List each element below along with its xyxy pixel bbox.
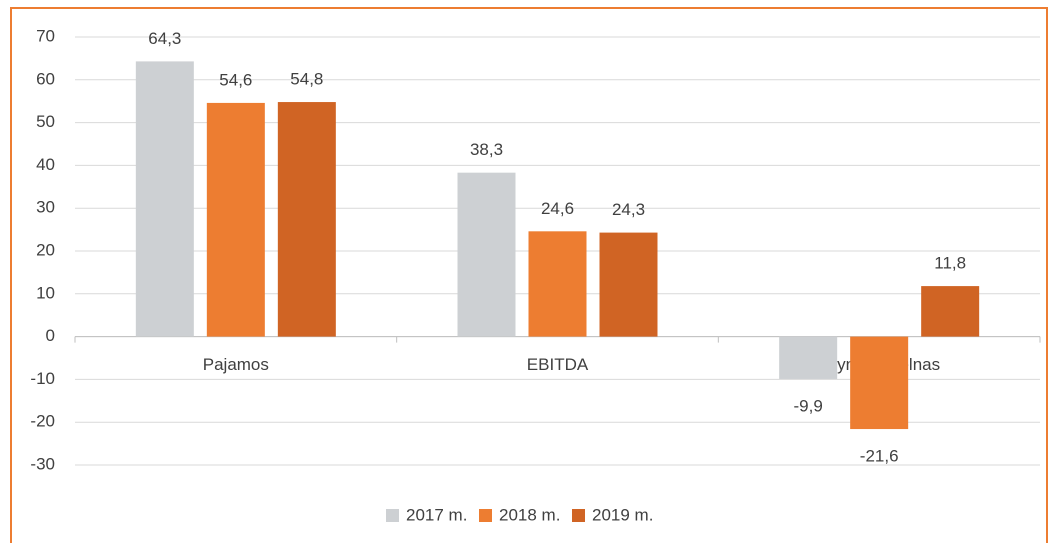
data-label: -21,6: [860, 447, 899, 466]
bar: [135, 61, 194, 337]
y-tick-label: -10: [30, 369, 55, 388]
data-label: 54,6: [219, 70, 252, 89]
bar: [277, 102, 336, 337]
y-tick-label: 30: [36, 198, 55, 217]
chart-border: [10, 7, 1048, 543]
bar: [779, 336, 838, 379]
y-tick-label: 0: [46, 326, 55, 345]
bar: [528, 231, 587, 337]
y-tick-label: 50: [36, 112, 55, 131]
legend-label: 2017 m.: [406, 505, 467, 524]
data-label: 38,3: [470, 140, 503, 159]
y-tick-label: 70: [36, 26, 55, 45]
y-tick-label: 40: [36, 155, 55, 174]
data-label: 54,8: [290, 70, 323, 89]
bar: [850, 336, 909, 430]
data-label: 24,3: [612, 200, 645, 219]
bar: [921, 286, 980, 337]
data-label: 24,6: [541, 199, 574, 218]
bar: [457, 172, 516, 337]
legend-swatch: [479, 509, 492, 522]
y-tick-label: 20: [36, 240, 55, 259]
x-tick-label: EBITDA: [527, 355, 589, 374]
y-tick-label: -30: [30, 454, 55, 473]
data-label: 64,3: [148, 29, 181, 48]
y-tick-label: 60: [36, 69, 55, 88]
legend-label: 2018 m.: [499, 505, 560, 524]
bar: [599, 232, 658, 337]
y-tick-label: -20: [30, 412, 55, 431]
x-tick-label: Pajamos: [203, 355, 269, 374]
data-label: -9,9: [794, 396, 823, 415]
bar: [206, 102, 265, 337]
data-label: 11,8: [934, 254, 966, 273]
legend-swatch: [386, 509, 399, 522]
legend-label: 2019 m.: [592, 505, 653, 524]
y-tick-label: 10: [36, 283, 55, 302]
legend-swatch: [572, 509, 585, 522]
